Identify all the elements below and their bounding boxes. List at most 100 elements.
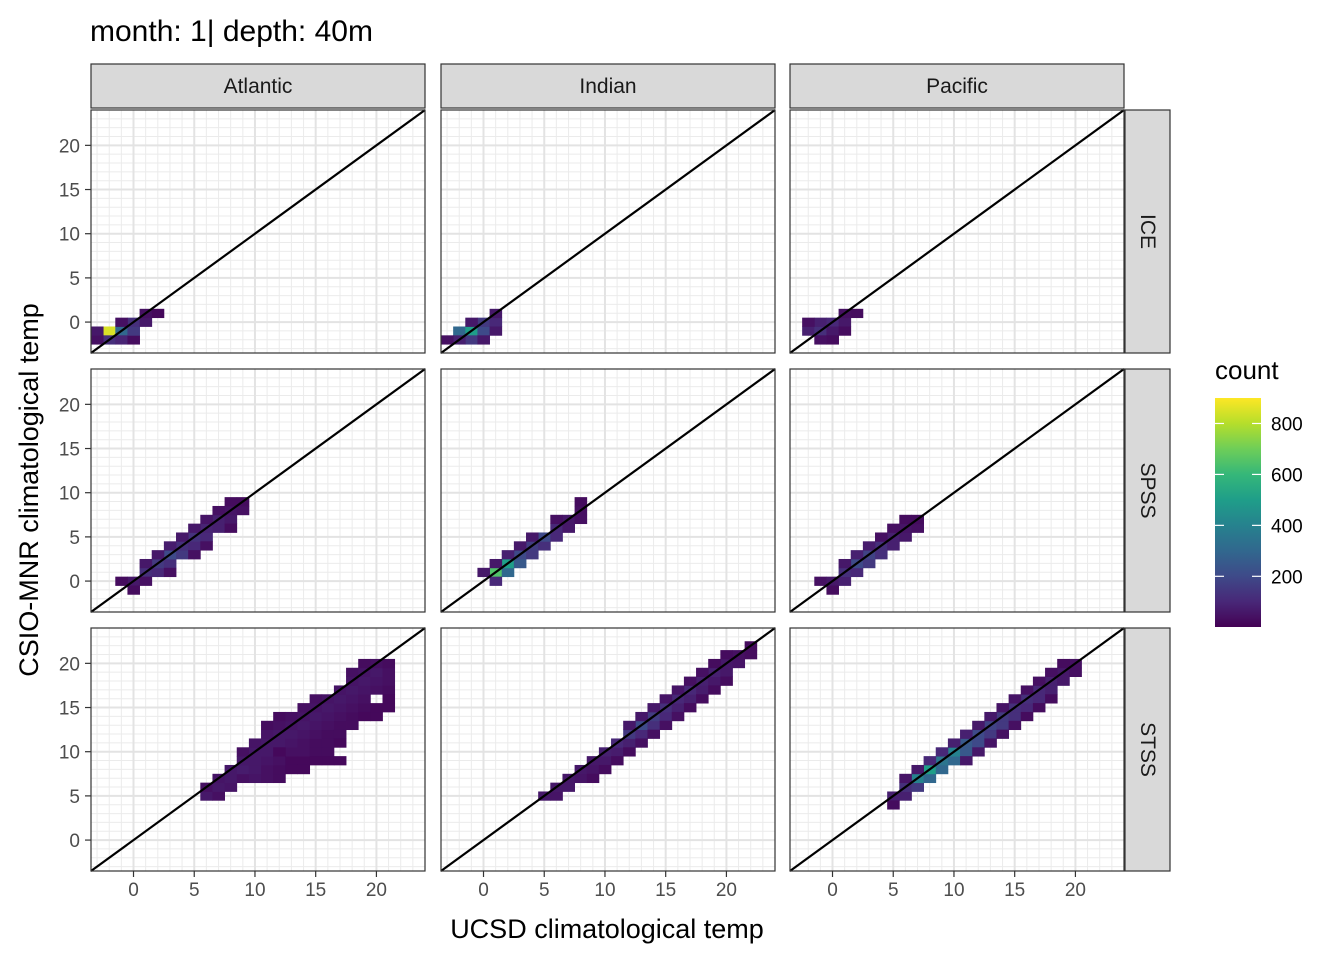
heatmap-cell (671, 685, 685, 695)
strip-col (440, 63, 776, 109)
heatmap-cell (1020, 685, 1034, 695)
heatmap-cell (346, 667, 359, 677)
x-tick-label: 5 (189, 880, 200, 901)
heatmap-cell (261, 729, 274, 739)
heatmap-cell (224, 514, 238, 525)
heatmap-cell (984, 729, 997, 739)
heatmap-cell (212, 523, 225, 533)
heatmap-cell (127, 585, 140, 595)
heatmap-cell (224, 773, 238, 784)
heatmap-cell (489, 558, 503, 569)
panel-border (90, 627, 426, 872)
heatmap-cell (346, 703, 359, 713)
heatmap-cell (285, 747, 298, 757)
heatmap-cell (382, 685, 396, 695)
heatmap-cell (91, 335, 104, 345)
heatmap-cell (960, 747, 973, 757)
heatmap-cell (550, 514, 563, 525)
heatmap-cell (321, 756, 335, 766)
heatmap-cell (683, 694, 697, 704)
heatmap-cell (696, 694, 709, 704)
heatmap-cell (720, 676, 733, 686)
heatmap-cell (984, 711, 997, 722)
heatmap-cell (623, 747, 636, 757)
heatmap-cell (708, 676, 721, 686)
heatmap-cell (321, 729, 335, 739)
y-tick-label: 10 (59, 225, 80, 246)
heatmap-cell (127, 335, 140, 345)
heatmap-cell (1057, 658, 1070, 669)
heatmap-cell (297, 756, 311, 766)
x-axis-title: UCSD climatological temp (450, 914, 764, 944)
heatmap-cell (321, 711, 335, 722)
y-tick-label: 15 (59, 440, 80, 461)
heatmap-cell (370, 667, 383, 677)
heatmap-cell (875, 532, 888, 542)
heatmap-cell (708, 658, 721, 669)
y-tick-label: 10 (59, 743, 80, 764)
strip-row (1124, 368, 1171, 613)
heatmap-cell (212, 782, 225, 792)
heatmap-cell (273, 711, 286, 722)
legend-tick-label: 200 (1271, 567, 1303, 588)
heatmap-cell (358, 694, 371, 704)
heatmap-cell (708, 685, 721, 695)
heatmap-cell (887, 523, 900, 533)
heatmap-cell (972, 720, 985, 731)
heatmap-cell (1045, 667, 1058, 677)
heatmap-cell (923, 756, 937, 766)
heatmap-cell (236, 773, 250, 784)
heatmap-cell (370, 685, 383, 695)
heatmap-cell (273, 756, 286, 766)
heatmap-cell (862, 558, 876, 569)
heatmap-cell (477, 326, 490, 336)
heatmap-cell (562, 523, 575, 533)
heatmap-cell (683, 703, 697, 713)
heatmap-cell (115, 317, 128, 327)
heatmap-cell (176, 532, 189, 542)
heatmap-cell (382, 694, 396, 704)
panel-border (90, 109, 426, 354)
x-tick-label: 10 (943, 880, 964, 901)
heatmap-cell (309, 720, 323, 731)
heatmap-cell (333, 756, 347, 766)
heatmap-cell (358, 703, 371, 713)
strip-col (90, 63, 426, 109)
heatmap-cell (647, 720, 661, 731)
heatmap-cell (358, 711, 371, 722)
heatmap-cell (297, 738, 311, 748)
heatmap-cell (297, 729, 311, 739)
legend-title: count (1215, 355, 1279, 385)
heatmap-cell (188, 541, 201, 551)
heatmap-cell (574, 497, 588, 507)
heatmap-cell (659, 720, 673, 731)
heatmap-cell (163, 541, 177, 551)
y-tick-label: 5 (69, 528, 80, 549)
reference-line (440, 627, 776, 872)
heatmap-cell (826, 585, 839, 595)
y-tick-label: 15 (59, 181, 80, 202)
heatmap-cell (814, 317, 827, 327)
heatmap-cell (127, 326, 140, 336)
heatmap-cell (309, 738, 323, 748)
heatmap-cell (899, 773, 912, 784)
heatmap-cell (333, 729, 347, 739)
heatmap-cell (1008, 694, 1022, 704)
colorbar (1215, 398, 1261, 627)
heatmap-cell (875, 550, 888, 560)
heatmap-cell (285, 729, 298, 739)
x-tick-label: 15 (655, 880, 676, 901)
strip-row (1124, 109, 1171, 354)
strip-label: Pacific (926, 75, 988, 98)
heatmap-cell (139, 576, 153, 586)
heatmap-cell (911, 782, 924, 792)
heatmap-cell (501, 550, 515, 560)
heatmap-cell (382, 667, 396, 677)
heatmap-cell (887, 800, 900, 810)
heatmap-cell (826, 326, 839, 336)
strip-col (789, 63, 1125, 109)
heatmap-cell (911, 523, 924, 533)
heatmap-cell (453, 326, 466, 336)
heatmap-cell (899, 532, 912, 542)
heatmap-cell (477, 335, 490, 345)
